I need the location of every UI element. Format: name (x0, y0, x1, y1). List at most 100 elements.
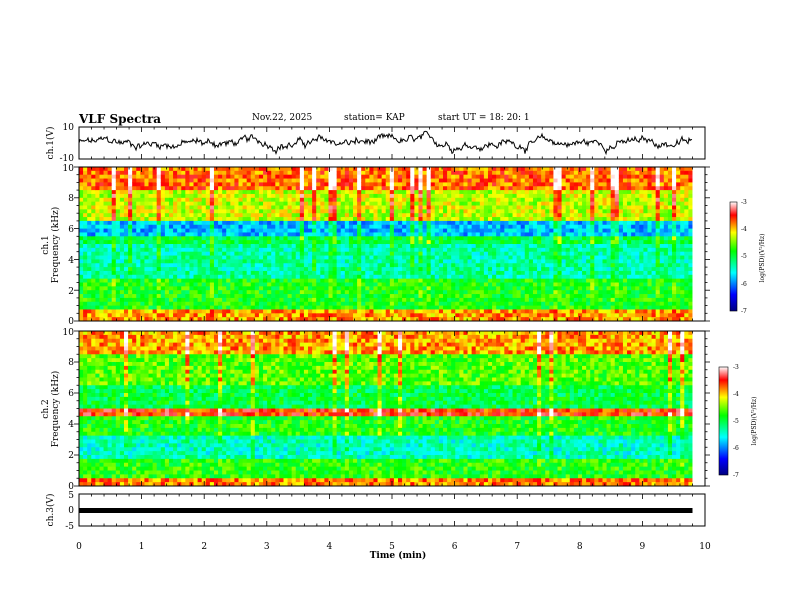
ch1-spectrogram-cell (263, 274, 268, 280)
ch1-spectrogram-cell (185, 263, 190, 268)
ch1-spectrogram-cell (475, 167, 481, 172)
ch1-spectrogram-cell (512, 286, 518, 291)
ch1-spectrogram-cell (393, 259, 399, 264)
ch1-spectrogram-cell (226, 209, 231, 214)
ch1-spectrogram-cell (426, 297, 432, 303)
ch1-spectrogram-cell (254, 236, 260, 241)
ch1-spectrogram-cell (303, 201, 309, 206)
ch1-spectrogram-cell (246, 236, 252, 241)
ch1-spectrogram-cell (181, 186, 186, 191)
ch1-spectrogram-cell (447, 197, 452, 203)
ch1-spectrogram-cell (185, 259, 190, 264)
ch1-spectrogram-cell (303, 217, 309, 222)
ch1-spectrogram-cell (128, 290, 133, 295)
ch1-spectrogram-cell (426, 178, 432, 183)
ch1-spectrogram-cell (218, 167, 223, 172)
ch1-spectrogram-cell (185, 309, 190, 314)
ch1-spectrogram-cell (177, 190, 182, 195)
ch1-spectrogram-cell (263, 178, 268, 183)
ch1-spectrogram-cell (111, 301, 117, 307)
ch1-spectrogram-cell (393, 240, 399, 245)
ch1-spectrogram-cell (541, 317, 546, 322)
ch1-spectrogram-cell (573, 232, 579, 237)
ch1-spectrogram-cell (173, 255, 178, 260)
ch1-spectrogram-cell (410, 263, 415, 268)
ch1-spectrogram-cell (483, 228, 489, 233)
ch1-spectrogram-cell (492, 201, 497, 206)
ch1-spectrogram-cell (271, 220, 276, 226)
ch1-spectrogram-cell (528, 259, 534, 264)
ch1-spectrogram-cell (218, 282, 223, 287)
ch1-spectrogram-cell (267, 205, 272, 210)
ch1-spectrogram-cell (226, 170, 231, 176)
ch1-spectrogram-cell (279, 267, 284, 272)
ch1-spectrogram-cell (524, 170, 530, 176)
ch1-spectrogram-cell (111, 167, 117, 172)
ch1-spectrogram-cell (287, 263, 293, 268)
ch1-spectrogram-cell (324, 193, 329, 199)
ch1-spectrogram-cell (312, 274, 317, 280)
ch1-spectrogram-cell (492, 263, 497, 268)
ch1-spectrogram-cell (512, 297, 518, 303)
ch1-spectrogram-cell (107, 232, 113, 237)
ch1-spectrogram-cell (418, 240, 424, 245)
ch1-spectrogram-cell (361, 274, 366, 280)
ch1-spectrogram-cell (132, 301, 137, 307)
ch1-spectrogram-cell (324, 278, 329, 283)
ch1-spectrogram-cell (299, 174, 305, 180)
ch1-spectrogram-cell (524, 259, 530, 264)
ch1-spectrogram-cell (156, 255, 162, 260)
ch1-spectrogram-cell (487, 309, 493, 314)
ch1-spectrogram-cell (496, 301, 501, 307)
ch1-spectrogram-cell (487, 317, 493, 322)
ch1-spectrogram-cell (312, 220, 317, 226)
ch1-spectrogram-cell (557, 267, 563, 272)
ch1-spectrogram-cell (177, 247, 182, 253)
ch1-spectrogram-cell (299, 167, 305, 172)
ch1-spectrogram-cell (164, 255, 170, 260)
ch1-spectrogram-cell (385, 274, 391, 280)
ch1-spectrogram-cell (83, 301, 88, 307)
ch1-spectrogram-cell (340, 178, 346, 183)
ch1-spectrogram-cell (185, 201, 190, 206)
ch1-spectrogram-cell (79, 255, 84, 260)
ch1-spectrogram-cell (181, 251, 186, 257)
ch1-spectrogram-cell (402, 251, 407, 257)
ch1-spectrogram-cell (91, 217, 96, 222)
ch1-spectrogram-cell (389, 217, 395, 222)
ch1-spectrogram-cell (107, 297, 113, 303)
ch1-spectrogram-cell (209, 197, 215, 203)
ch1-spectrogram-cell (377, 247, 383, 253)
ch1-spectrogram-cell (123, 278, 129, 283)
ch1-spectrogram-cell (438, 186, 444, 191)
ch1-spectrogram-cell (173, 220, 178, 226)
ch1-spectrogram-cell (271, 205, 276, 210)
ch1-spectrogram-cell (451, 270, 456, 276)
ch1-spectrogram-cell (561, 267, 567, 272)
ch1-spectrogram-cell (156, 297, 162, 303)
ch1-spectrogram-cell (569, 267, 575, 272)
ch1-spectrogram-cell (471, 217, 477, 222)
ch1-spectrogram-cell (197, 251, 203, 257)
ch1-spectrogram-cell (111, 282, 117, 287)
ch1-spectrogram-cell (234, 259, 239, 264)
ch1-spectrogram-cell (483, 247, 489, 253)
ch1-spectrogram-cell (238, 263, 244, 268)
ch1-spectrogram-cell (316, 228, 321, 233)
ch1-spectrogram-cell (87, 178, 92, 183)
ch1-spectrogram-cell (549, 205, 554, 210)
ch1-spectrogram-cell (303, 274, 309, 280)
ch1-spectrogram-cell (95, 282, 100, 287)
ch1-spectrogram-cell (209, 209, 215, 214)
ch1-spectrogram-cell (303, 313, 309, 318)
ch1-spectrogram-cell (152, 294, 158, 299)
ch1-spectrogram-cell (443, 190, 448, 195)
ch1-spectrogram-cell (414, 217, 419, 222)
ch1-spectrogram-cell (348, 201, 354, 206)
ch1-spectrogram-cell (193, 247, 199, 253)
ch1-spectrogram-cell (496, 259, 501, 264)
ch1-spectrogram-cell (140, 270, 145, 276)
ch1-spectrogram-cell (385, 224, 391, 230)
ch1-spectrogram-cell (565, 301, 571, 307)
ch1-spectrogram-cell (111, 205, 117, 210)
